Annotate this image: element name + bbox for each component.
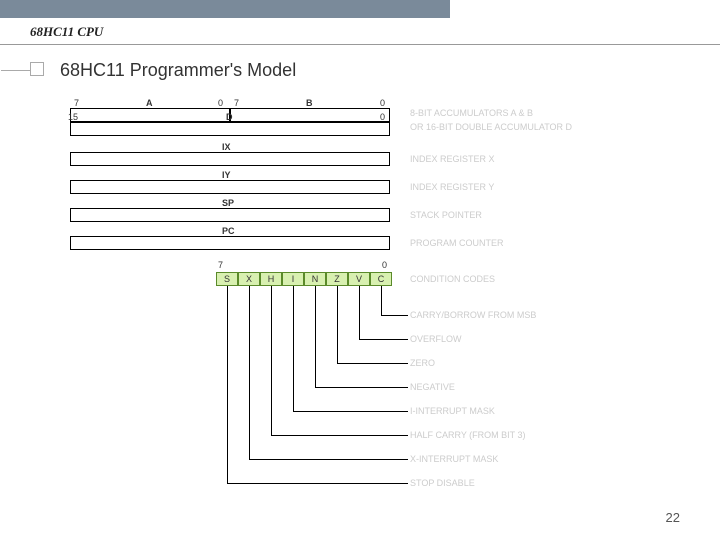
ccr-bit-i: I	[282, 272, 304, 286]
title-bullet	[30, 62, 44, 76]
reg-d	[70, 122, 390, 136]
flag-desc-2: ZERO	[410, 358, 435, 368]
desc-ccr: CONDITION CODES	[410, 274, 495, 284]
flag-desc-6: X-INTERRUPT MASK	[410, 454, 498, 464]
reg-ix	[70, 152, 390, 166]
flag-desc-7: STOP DISABLE	[410, 478, 475, 488]
flag-desc-3: NEGATIVE	[410, 382, 455, 392]
slide-title: 68HC11 Programmer's Model	[60, 60, 296, 81]
ccr-bit-h: H	[260, 272, 282, 286]
reg-sp	[70, 208, 390, 222]
reg-pc	[70, 236, 390, 250]
reg-b	[230, 108, 390, 122]
ccr-bit-c: C	[370, 272, 392, 286]
ccr-bit-x: X	[238, 272, 260, 286]
top-bar	[0, 0, 450, 18]
programmer-model-diagram: 7A07B08-BIT ACCUMULATORS A & B15D0OR 16-…	[0, 100, 720, 520]
reg-iy	[70, 180, 390, 194]
ccr-bit-v: V	[348, 272, 370, 286]
flag-desc-5: HALF CARRY (FROM BIT 3)	[410, 430, 526, 440]
rule-line	[0, 44, 720, 45]
desc-ix: INDEX REGISTER X	[410, 154, 495, 164]
flag-desc-4: I-INTERRUPT MASK	[410, 406, 495, 416]
flag-desc-1: OVERFLOW	[410, 334, 462, 344]
ccr-bit-s: S	[216, 272, 238, 286]
desc-sp: STACK POINTER	[410, 210, 482, 220]
ccr-bit-z: Z	[326, 272, 348, 286]
desc-iy: INDEX REGISTER Y	[410, 182, 494, 192]
flag-desc-0: CARRY/BORROW FROM MSB	[410, 310, 536, 320]
desc-pc: PROGRAM COUNTER	[410, 238, 504, 248]
reg-a	[70, 108, 230, 122]
desc-ab: 8-BIT ACCUMULATORS A & B	[410, 108, 533, 118]
desc-d: OR 16-BIT DOUBLE ACCUMULATOR D	[410, 122, 572, 132]
header-text: 68HC11 CPU	[30, 24, 103, 40]
ccr-bit-n: N	[304, 272, 326, 286]
